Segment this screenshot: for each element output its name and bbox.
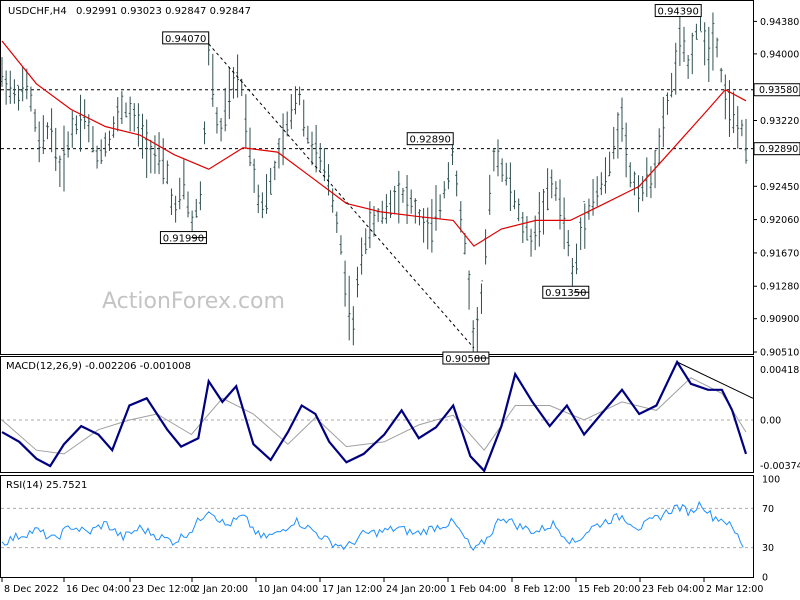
price-axis-label: 0.93220 [760, 116, 799, 127]
time-axis-label: 24 Jan 20:00 [386, 584, 446, 595]
price-trendline [208, 43, 475, 349]
axis-layer: 0.94380 0.94000 0.93580 0.93220 0.92890 0.924… [1, 17, 800, 595]
macd-layer [1, 359, 754, 473]
last-price-tag-label: 0.92890 [759, 144, 798, 155]
moving-average-line [1, 40, 747, 247]
price-annotation-label: 0.94070 [165, 34, 206, 45]
price-axis-label: 0.92060 [760, 215, 799, 226]
rsi-panel-frame [0, 475, 754, 578]
time-axis-label: 17 Jan 12:00 [322, 584, 382, 595]
time-axis-label: 8 Feb 12:00 [514, 584, 570, 595]
price-layer: 0.94070 0.91990 0.90580 0.92890 0.91350 0.943… [0, 4, 753, 365]
rsi-axis-label: 100 [762, 475, 780, 486]
price-axis-label: 0.90510 [760, 348, 799, 359]
rsi-axis-label: 30 [762, 543, 774, 554]
price-axis-label: 0.91670 [760, 248, 799, 259]
last-price-tag-box [753, 142, 800, 156]
time-axis-label: 16 Dec 04:00 [66, 584, 130, 595]
price-annotation-label: 0.91350 [545, 288, 586, 299]
price-annotation-box [162, 31, 210, 45]
time-axis-label: 23 Feb 04:00 [642, 584, 704, 595]
macd-axis-label: -0.003744 [760, 461, 800, 472]
resistance-price-tag-label: 0.93580 [759, 85, 798, 96]
rsi-layer [1, 500, 753, 551]
price-annotation-label: 0.94390 [658, 7, 699, 18]
chart-symbol: USDCHF,H4 [8, 6, 67, 17]
price-panel-frame [0, 0, 754, 355]
time-axis-label: 8 Dec 2022 [4, 584, 59, 595]
macd-axis-label: 0.00418 [760, 365, 799, 376]
price-axis-label: 0.90900 [760, 314, 799, 325]
macd-axis-label: 0.00 [760, 416, 781, 427]
resistance-price-tag-box [753, 83, 800, 97]
price-annotation-label: 0.90580 [445, 354, 486, 365]
price-axis-label: 0.94380 [760, 17, 799, 28]
price-annotation-label: 0.92890 [410, 135, 451, 146]
price-axis-label: 0.94000 [760, 49, 799, 60]
time-axis-label: 1 Feb 04:00 [450, 584, 506, 595]
time-axis-label: 2 Jan 20:00 [194, 584, 248, 595]
rsi-line [1, 500, 744, 551]
rsi-axis-label: 0 [762, 573, 768, 584]
time-axis-label: 15 Feb 20:00 [578, 584, 640, 595]
price-annotation-box [654, 4, 702, 18]
time-axis-label: 23 Dec 12:00 [132, 584, 196, 595]
time-axis-label: 2 Mar 12:00 [706, 584, 763, 595]
macd-line [1, 359, 748, 473]
price-axis-label: 0.91280 [760, 282, 799, 293]
rsi-label: RSI(14) 25.7521 [6, 480, 87, 491]
price-annotation-box [406, 132, 454, 146]
chart-ohlc: 0.92991 0.93023 0.92847 0.92847 [76, 6, 251, 17]
watermark: ActionForex.com [102, 289, 285, 314]
price-axis-label: 0.92450 [760, 182, 799, 193]
rsi-axis-label: 70 [762, 504, 774, 515]
price-annotation-label: 0.91990 [163, 234, 204, 245]
time-axis-label: 10 Jan 04:00 [258, 584, 318, 595]
macd-label: MACD(12,26,9) -0.002206 -0.001008 [6, 361, 191, 372]
macd-trendline [676, 361, 754, 399]
